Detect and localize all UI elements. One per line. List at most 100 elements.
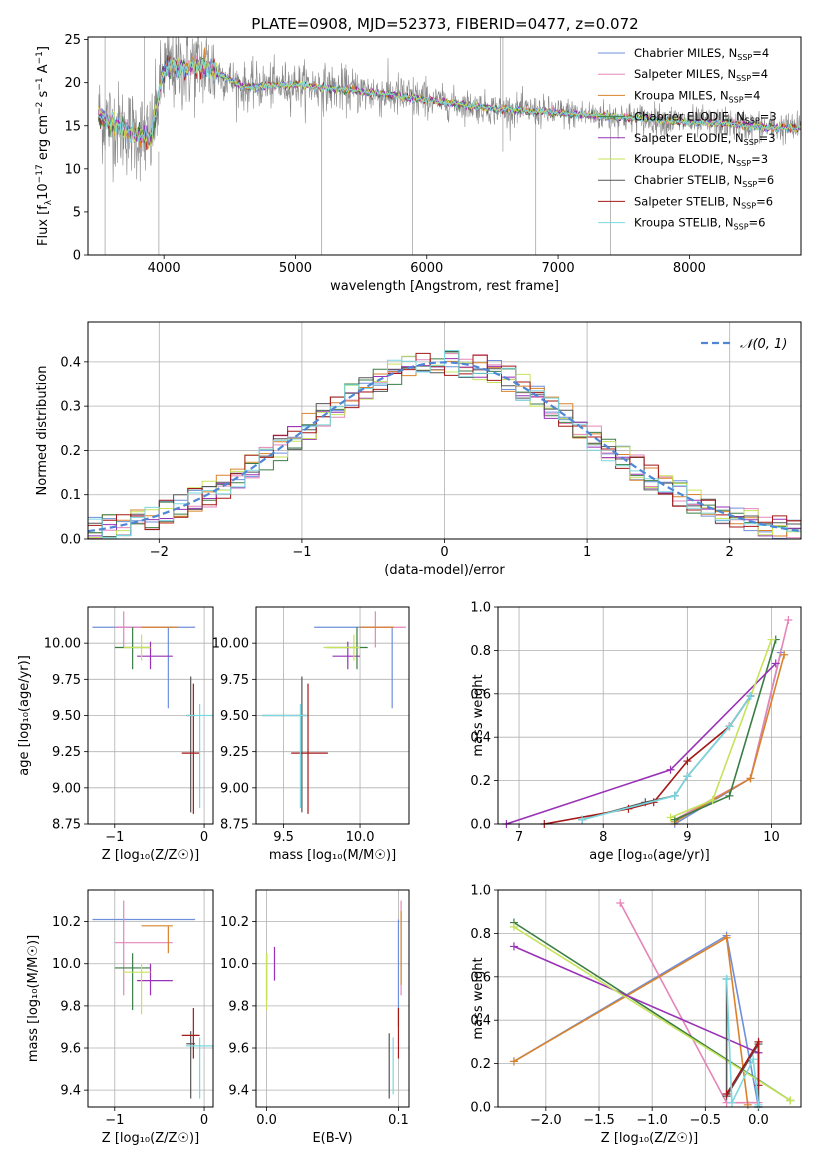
weight-marker-1	[784, 616, 793, 625]
weight-line-4	[506, 662, 777, 824]
y-tick-label: 9.4	[228, 1084, 249, 1099]
weight-marker-8	[578, 815, 587, 824]
weight-marker-5	[666, 813, 675, 822]
y-label-part: ]	[36, 46, 51, 51]
y-tick-label: 25	[64, 33, 81, 48]
weight-marker-8	[746, 691, 755, 700]
y-tick-label: 1.0	[470, 884, 491, 899]
legend-label: Salpeter STELIB, NSSP=6	[634, 194, 773, 210]
x-axis-label: mass [log₁₀(M/M☉)]	[269, 848, 396, 863]
y-tick-label: 8.75	[220, 818, 249, 833]
legend-sub: SSP	[741, 201, 756, 210]
legend-value: =4	[744, 88, 761, 102]
y-tick-label: 0.4	[470, 731, 491, 746]
legend-sub: SSP	[742, 180, 757, 189]
y-tick-label: 9.4	[60, 1084, 81, 1099]
y-tick-label: 20	[64, 76, 81, 91]
x-tick-label: 5000	[279, 261, 312, 276]
axes-frame	[87, 606, 214, 825]
model-spectrum-5	[98, 57, 801, 147]
weight-marker-7	[722, 1089, 731, 1098]
y-tick-label: 9.50	[52, 709, 81, 724]
y-tick-label: 9.50	[220, 709, 249, 724]
axes-age_vs_mass: 9.5 10.0 8.75 9.00 9.25 9.50 9.75 10.00 mass [lo…	[212, 607, 409, 863]
legend-label: 𝒩(0, 1)	[740, 337, 787, 352]
chart-title: PLATE=0908, MJD=52373, FIBERID=0477, z=0…	[251, 15, 638, 33]
y-tick-label: 9.8	[228, 999, 249, 1014]
legend-name: Chabrier STELIB, N	[634, 173, 742, 187]
weight-marker-4	[771, 659, 780, 668]
y-label-part: −17	[35, 164, 45, 183]
x-tick-label: 0	[200, 1113, 208, 1128]
weight-marker-2	[509, 1057, 518, 1066]
legend-sub: SSP	[736, 159, 751, 168]
legend-value: =3	[759, 131, 776, 145]
axes-residuals: −2 −1 0 1 2 0.0 0.1 0.2 0.3 0.4 (data-model)/error…	[35, 322, 801, 578]
axes-mass_vs_ebv: 0.0 0.1 9.4 9.6 9.8 10.0 10.2 E(B-V)	[220, 890, 409, 1146]
y-tick-label: 0.4	[60, 355, 81, 370]
y-tick-label: 9.8	[60, 999, 81, 1014]
y-tick-label: 0.2	[470, 774, 491, 789]
axes-frame	[497, 889, 802, 1108]
weight-marker-4	[509, 942, 518, 951]
y-tick-label: 10.00	[212, 637, 249, 652]
x-tick-label: −0.5	[690, 1113, 722, 1128]
legend-label: Chabrier STELIB, NSSP=6	[634, 173, 774, 189]
legend-name: Salpeter MILES, N	[634, 67, 736, 81]
weight-marker-3	[725, 791, 734, 800]
y-tick-label: 15	[64, 119, 81, 134]
y-tick-label: 5	[73, 205, 81, 220]
legend-label: Chabrier ELODIE, NSSP=3	[634, 110, 777, 126]
y-label-part: −1	[35, 77, 45, 90]
legend-label: Kroupa MILES, NSSP=4	[634, 88, 760, 104]
y-label-part: −2	[35, 102, 45, 115]
weight-marker-8	[670, 791, 679, 800]
x-tick-label: 4000	[148, 261, 181, 276]
weight-marker-2	[746, 774, 755, 783]
y-axis-label: mass weight	[471, 674, 486, 756]
weight-marker-5	[767, 635, 776, 644]
axes-age_vs_Z: −1 0 8.75 9.00 9.25 9.50 9.75 10.00 Z [log₁₀(Z/Z…	[17, 607, 213, 863]
legend-value: =6	[757, 173, 774, 187]
x-tick-label: 0	[200, 830, 208, 845]
y-tick-label: 0.2	[60, 444, 81, 459]
y-tick-label: 10.0	[52, 957, 81, 972]
legend-value: =3	[751, 152, 768, 166]
y-label-part: Flux [f	[36, 205, 51, 246]
x-tick-label: 0.0	[748, 1113, 769, 1128]
x-axis-label: wavelength [Angstrom, rest frame]	[330, 279, 559, 294]
y-tick-label: 10.0	[220, 957, 249, 972]
x-tick-label: 1	[583, 545, 591, 560]
legend-sub: SSP	[744, 138, 759, 147]
legend-sub: SSP	[729, 95, 744, 104]
x-axis-label: Z [log₁₀(Z/Z☉)]	[601, 1131, 698, 1146]
legend-name: Salpeter ELODIE, N	[634, 131, 744, 145]
y-tick-label: 9.6	[60, 1042, 81, 1057]
weight-line-8	[725, 978, 760, 1105]
y-label-part: −1	[35, 51, 45, 64]
x-tick-label: −1	[292, 545, 311, 560]
y-tick-label: 10.00	[44, 637, 81, 652]
weight-marker-8	[727, 1098, 736, 1107]
axes-massweight_vs_Z: −2.0 −1.5 −1.0 −0.5 0.0 0.0 0.2 0.4 0.6 0.8 1.0 Z […	[470, 884, 801, 1146]
y-label-part: A	[36, 64, 51, 77]
x-tick-label: 2	[726, 545, 734, 560]
y-tick-label: 10	[64, 162, 81, 177]
x-tick-label: 0	[440, 545, 448, 560]
legend-sub: SSP	[737, 53, 752, 62]
y-axis-label: mass [log₁₀(M/M☉)]	[26, 935, 41, 1062]
y-tick-label: 0.6	[470, 970, 491, 985]
legend-value: =3	[760, 110, 777, 124]
y-tick-label: 0.4	[470, 1014, 491, 1029]
legend-sub: SSP	[734, 223, 749, 232]
y-tick-label: 9.75	[220, 673, 249, 688]
weight-marker-1	[616, 899, 625, 908]
x-tick-label: 10	[763, 830, 780, 845]
weight-marker-2	[780, 650, 789, 659]
x-axis-label: age [log₁₀(age/yr)]	[589, 848, 710, 863]
y-tick-label: 0.0	[470, 1101, 491, 1116]
axes-spectrum: 4000 5000 6000 7000 8000 0 5 10 15 20 25 wavelength…	[35, 33, 801, 294]
weight-marker-8	[725, 722, 734, 731]
legend-name: Salpeter STELIB, N	[634, 194, 741, 208]
